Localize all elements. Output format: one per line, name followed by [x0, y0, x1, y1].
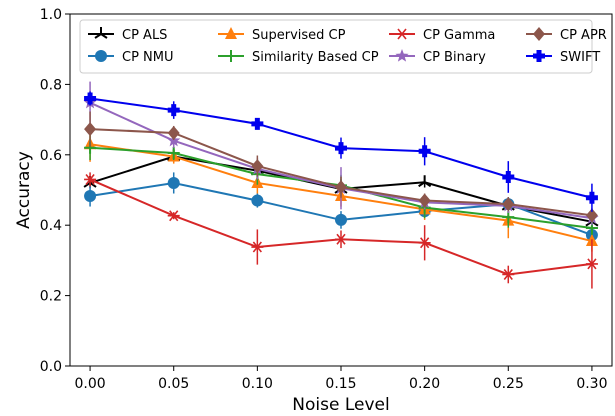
- data-point: [585, 258, 598, 270]
- legend-item-supervised-cp: Supervised CP: [218, 27, 346, 43]
- series-swift: [84, 91, 598, 212]
- data-point: [167, 210, 180, 222]
- legend-item-similarity-based-cp: Similarity Based CP: [218, 50, 379, 65]
- legend-label: CP APR: [560, 28, 607, 43]
- legend-marker: [533, 50, 545, 62]
- legend-marker: [533, 27, 545, 41]
- legend-item-cp-gamma: CP Gamma: [389, 28, 495, 43]
- legend-item-swift: SWIFT: [526, 50, 600, 65]
- data-point: [84, 173, 97, 185]
- y-axis-title: Accuracy: [14, 151, 34, 229]
- data-point: [585, 208, 598, 223]
- legend-marker: [395, 49, 409, 62]
- legend-label: Supervised CP: [252, 28, 346, 43]
- data-point: [84, 92, 97, 105]
- legend-item-cp-binary: CP Binary: [389, 49, 486, 65]
- plot-area: [83, 81, 599, 289]
- legend-marker: [95, 50, 107, 62]
- x-tick-label: 0.05: [158, 376, 189, 392]
- series-cp-gamma: [84, 172, 598, 289]
- data-point: [585, 191, 598, 204]
- x-tick-label: 0.10: [242, 376, 273, 392]
- legend-label: CP Binary: [423, 50, 486, 65]
- x-tick-label: 0.00: [74, 376, 105, 392]
- legend-item-cp-als: CP ALS: [88, 27, 167, 43]
- data-point: [167, 133, 181, 147]
- x-axis: 0.00 0.05 0.10 0.15 0.20 0.25 0.30: [74, 366, 608, 392]
- y-tick-label: 0.4: [40, 218, 62, 234]
- legend-label: CP NMU: [122, 50, 174, 65]
- y-tick-label: 0.2: [40, 289, 62, 305]
- legend-marker: [225, 27, 237, 39]
- data-point: [84, 122, 97, 137]
- data-point: [251, 194, 264, 207]
- data-point: [418, 193, 431, 208]
- legend: CP ALS CP NMU Supervised CP Similarity Base…: [79, 19, 607, 74]
- y-tick-label: 0.6: [40, 148, 62, 164]
- data-point: [335, 213, 347, 226]
- y-axis: 0.0 0.2 0.4 0.6 0.8 1.0: [40, 7, 70, 375]
- data-point: [167, 176, 180, 189]
- data-point: [251, 159, 264, 174]
- y-tick-label: 0.8: [40, 77, 62, 93]
- data-point: [251, 241, 264, 253]
- x-tick-label: 0.25: [493, 376, 524, 392]
- data-point: [502, 211, 515, 224]
- legend-box: [79, 19, 593, 74]
- y-tick-label: 0.0: [40, 359, 62, 375]
- legend-marker: [94, 27, 108, 39]
- legend-label: Similarity Based CP: [252, 50, 379, 65]
- data-point: [418, 237, 431, 249]
- x-tick-label: 0.20: [409, 376, 440, 392]
- data-point: [167, 147, 180, 160]
- data-point: [84, 189, 97, 202]
- data-point: [167, 125, 180, 140]
- legend-marker: [396, 28, 408, 40]
- data-point: [335, 180, 347, 195]
- legend-label: SWIFT: [560, 50, 600, 65]
- data-point: [251, 117, 264, 130]
- x-tick-label: 0.30: [576, 376, 607, 392]
- legend-label: CP ALS: [122, 28, 167, 43]
- data-point: [335, 142, 347, 155]
- legend-item-cp-apr: CP APR: [526, 27, 607, 43]
- data-point: [335, 233, 347, 245]
- data-point: [502, 268, 515, 280]
- legend-label: CP Gamma: [423, 28, 495, 43]
- y-tick-label: 1.0: [40, 7, 62, 23]
- data-point: [167, 104, 180, 117]
- data-point: [418, 175, 432, 188]
- data-point: [502, 170, 515, 183]
- x-axis-title: Noise Level: [292, 395, 389, 415]
- x-tick-label: 0.15: [325, 376, 356, 392]
- legend-item-cp-nmu: CP NMU: [88, 50, 174, 65]
- data-point: [418, 145, 431, 158]
- data-point: [502, 197, 515, 212]
- legend-marker: [225, 50, 237, 62]
